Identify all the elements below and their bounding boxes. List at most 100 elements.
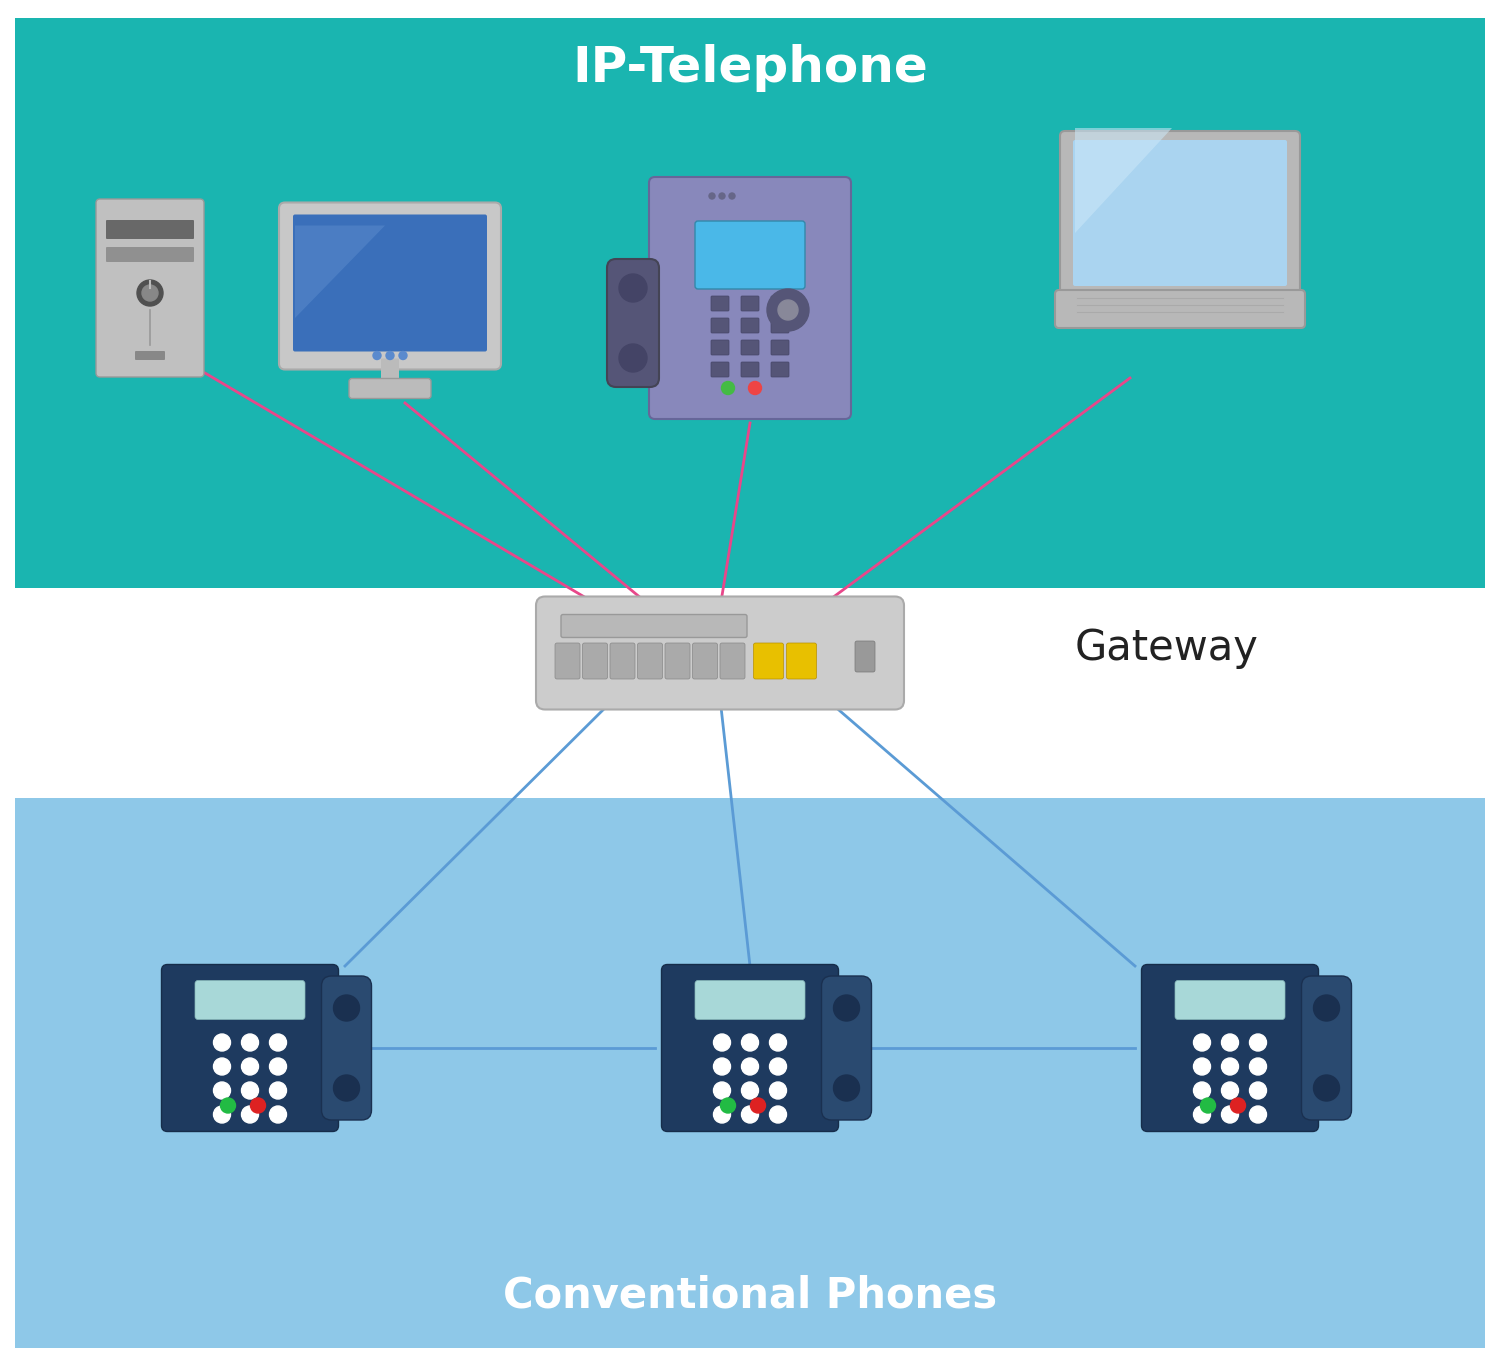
FancyBboxPatch shape	[741, 341, 759, 356]
Circle shape	[333, 1075, 360, 1101]
Circle shape	[1250, 1105, 1266, 1123]
Circle shape	[242, 1034, 258, 1051]
FancyBboxPatch shape	[561, 614, 747, 637]
FancyBboxPatch shape	[786, 643, 816, 679]
Circle shape	[778, 300, 798, 320]
Circle shape	[242, 1057, 258, 1075]
Circle shape	[333, 995, 360, 1021]
Circle shape	[251, 1099, 266, 1114]
FancyBboxPatch shape	[135, 352, 165, 360]
FancyBboxPatch shape	[555, 643, 580, 679]
FancyBboxPatch shape	[1174, 981, 1286, 1019]
FancyBboxPatch shape	[741, 363, 759, 378]
FancyBboxPatch shape	[1060, 131, 1300, 301]
FancyBboxPatch shape	[582, 643, 608, 679]
Circle shape	[142, 285, 158, 301]
Circle shape	[741, 1082, 759, 1099]
Polygon shape	[296, 226, 386, 317]
Circle shape	[1250, 1034, 1266, 1051]
FancyBboxPatch shape	[693, 643, 717, 679]
Circle shape	[770, 1057, 786, 1075]
Circle shape	[770, 1105, 786, 1123]
Circle shape	[620, 274, 646, 302]
FancyBboxPatch shape	[711, 317, 729, 332]
Circle shape	[399, 352, 406, 360]
Circle shape	[750, 1099, 765, 1114]
Circle shape	[270, 1034, 286, 1051]
Circle shape	[620, 343, 646, 372]
FancyBboxPatch shape	[662, 964, 839, 1131]
Circle shape	[1314, 995, 1340, 1021]
Circle shape	[834, 1075, 860, 1101]
Circle shape	[714, 1105, 730, 1123]
FancyBboxPatch shape	[321, 975, 372, 1120]
Circle shape	[213, 1105, 231, 1123]
Circle shape	[1250, 1057, 1266, 1075]
FancyBboxPatch shape	[753, 643, 783, 679]
FancyBboxPatch shape	[771, 363, 789, 378]
Circle shape	[714, 1034, 730, 1051]
Circle shape	[213, 1034, 231, 1051]
FancyBboxPatch shape	[711, 363, 729, 378]
Circle shape	[722, 382, 735, 394]
FancyBboxPatch shape	[771, 317, 789, 332]
FancyBboxPatch shape	[1054, 290, 1305, 328]
Circle shape	[1221, 1082, 1239, 1099]
Circle shape	[710, 193, 716, 198]
FancyBboxPatch shape	[15, 18, 1485, 588]
Circle shape	[213, 1082, 231, 1099]
FancyBboxPatch shape	[1072, 140, 1287, 286]
Circle shape	[242, 1105, 258, 1123]
FancyBboxPatch shape	[162, 964, 339, 1131]
FancyBboxPatch shape	[741, 317, 759, 332]
Circle shape	[1221, 1057, 1239, 1075]
Circle shape	[386, 352, 394, 360]
Circle shape	[1194, 1057, 1210, 1075]
Circle shape	[270, 1082, 286, 1099]
FancyBboxPatch shape	[694, 222, 806, 289]
Circle shape	[1221, 1105, 1239, 1123]
Circle shape	[741, 1105, 759, 1123]
Circle shape	[270, 1105, 286, 1123]
Circle shape	[1230, 1099, 1245, 1114]
Circle shape	[770, 1082, 786, 1099]
Circle shape	[718, 193, 724, 198]
Circle shape	[1194, 1034, 1210, 1051]
FancyBboxPatch shape	[711, 341, 729, 356]
FancyBboxPatch shape	[106, 248, 194, 263]
Circle shape	[270, 1057, 286, 1075]
Text: IP-Telephone: IP-Telephone	[572, 44, 928, 92]
FancyBboxPatch shape	[195, 981, 304, 1019]
FancyBboxPatch shape	[650, 176, 850, 419]
Circle shape	[748, 382, 762, 394]
FancyBboxPatch shape	[741, 295, 759, 311]
FancyBboxPatch shape	[1142, 964, 1318, 1131]
FancyBboxPatch shape	[96, 198, 204, 378]
FancyBboxPatch shape	[694, 981, 806, 1019]
Circle shape	[766, 289, 808, 331]
FancyBboxPatch shape	[855, 642, 874, 672]
FancyBboxPatch shape	[292, 215, 488, 352]
FancyBboxPatch shape	[381, 358, 399, 387]
FancyBboxPatch shape	[711, 295, 729, 311]
FancyBboxPatch shape	[638, 643, 663, 679]
Circle shape	[720, 1099, 735, 1114]
FancyBboxPatch shape	[15, 798, 1485, 1347]
Circle shape	[220, 1099, 236, 1114]
Circle shape	[213, 1057, 231, 1075]
FancyBboxPatch shape	[536, 596, 904, 710]
FancyBboxPatch shape	[350, 379, 430, 398]
FancyBboxPatch shape	[106, 220, 194, 239]
FancyBboxPatch shape	[664, 643, 690, 679]
Circle shape	[1194, 1105, 1210, 1123]
Circle shape	[1194, 1082, 1210, 1099]
FancyBboxPatch shape	[822, 975, 872, 1120]
Circle shape	[741, 1057, 759, 1075]
Text: Gateway: Gateway	[1076, 627, 1258, 669]
Circle shape	[1250, 1082, 1266, 1099]
Circle shape	[714, 1082, 730, 1099]
FancyBboxPatch shape	[720, 643, 746, 679]
Polygon shape	[1076, 129, 1172, 233]
FancyBboxPatch shape	[610, 643, 634, 679]
FancyBboxPatch shape	[279, 202, 501, 369]
